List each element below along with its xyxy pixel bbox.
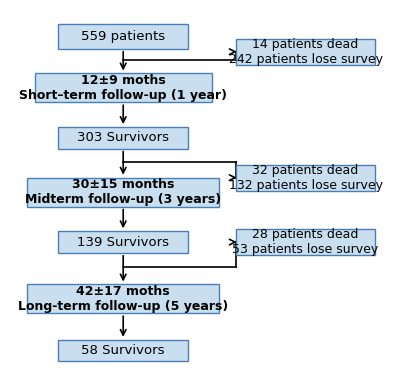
FancyBboxPatch shape — [236, 39, 375, 65]
Text: 32 patients dead
132 patients lose survey: 32 patients dead 132 patients lose surve… — [229, 164, 383, 192]
Text: 559 patients: 559 patients — [81, 30, 165, 43]
Text: 303 Survivors: 303 Survivors — [77, 131, 169, 144]
FancyBboxPatch shape — [236, 165, 375, 191]
FancyBboxPatch shape — [27, 178, 219, 207]
Text: 14 patients dead
242 patients lose survey: 14 patients dead 242 patients lose surve… — [229, 38, 383, 66]
FancyBboxPatch shape — [58, 340, 188, 362]
FancyBboxPatch shape — [58, 231, 188, 253]
Text: 139 Survivors: 139 Survivors — [77, 236, 169, 248]
Text: 30±15 months
Midterm follow-up (3 years): 30±15 months Midterm follow-up (3 years) — [25, 178, 221, 206]
Text: 28 patients dead
53 patients lose survey: 28 patients dead 53 patients lose survey — [232, 228, 379, 256]
FancyBboxPatch shape — [236, 229, 375, 255]
FancyBboxPatch shape — [35, 74, 212, 103]
FancyBboxPatch shape — [58, 24, 188, 49]
Text: 12±9 moths
Short–term follow-up (1 year): 12±9 moths Short–term follow-up (1 year) — [19, 74, 227, 102]
FancyBboxPatch shape — [27, 284, 219, 313]
Text: 42±17 moths
Long-term follow-up (5 years): 42±17 moths Long-term follow-up (5 years… — [18, 285, 228, 313]
Text: 58 Survivors: 58 Survivors — [82, 344, 165, 357]
FancyBboxPatch shape — [58, 127, 188, 149]
